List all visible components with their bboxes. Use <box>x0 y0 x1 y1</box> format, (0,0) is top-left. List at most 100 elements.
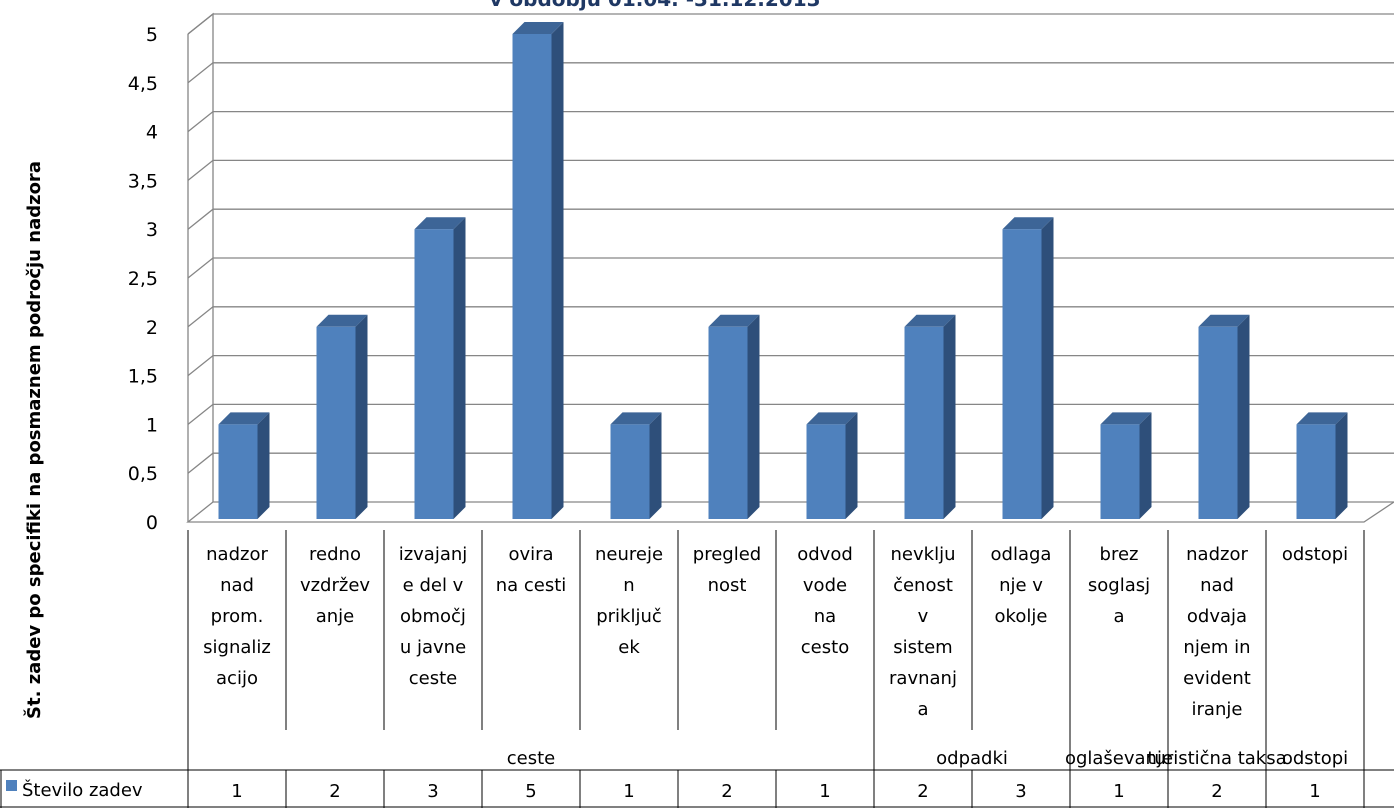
x-tick-label: na <box>814 606 836 627</box>
x-tick-label: nad <box>1200 575 1234 596</box>
x-tick-label: odvod <box>797 544 853 565</box>
group-label: odstopi <box>1282 748 1348 769</box>
y-tick-label: 4,5 <box>128 73 158 95</box>
gridline <box>187 62 1394 84</box>
y-axis-label: Št. zadev po specifiki na posmaznem podr… <box>23 161 45 719</box>
x-tick-label: ovira <box>508 544 553 565</box>
x-tick-label: neureje <box>595 544 663 565</box>
y-tick-label: 3,5 <box>128 170 158 192</box>
data-label: 1 <box>1113 781 1124 802</box>
data-label: 2 <box>329 781 340 802</box>
x-tick-label: območj <box>400 606 466 627</box>
x-tick-label: na cesti <box>496 575 567 596</box>
x-tick-label: e del v <box>403 575 464 596</box>
bar-top <box>218 412 270 425</box>
y-tick-label: 0 <box>146 512 158 534</box>
x-tick-label: pregled <box>693 544 761 565</box>
group-label: ceste <box>507 748 555 769</box>
bar-top <box>1198 314 1250 327</box>
data-label: 3 <box>427 781 438 802</box>
bar-side <box>1139 412 1152 519</box>
bar-top <box>708 314 760 327</box>
data-label: 1 <box>819 781 830 802</box>
y-tick-label: 1 <box>146 414 158 436</box>
chart-title: v obdobju 01.04. -31.12.2013 <box>489 0 820 11</box>
x-tick-label: odlaga <box>991 544 1052 565</box>
y-tick-label: 2,5 <box>128 268 158 290</box>
x-tick-label: evident <box>1183 668 1251 689</box>
bar <box>1100 424 1140 519</box>
back-wall-edge <box>187 12 214 502</box>
bar-top <box>316 314 368 327</box>
data-label: 3 <box>1015 781 1026 802</box>
x-tick-label: n <box>623 575 634 596</box>
x-tick-label: nad <box>220 575 254 596</box>
data-label: 1 <box>231 781 242 802</box>
x-tick-label: redno <box>309 544 361 565</box>
data-label: 1 <box>623 781 634 802</box>
category-table: nadzor nad prom. signaliz acijo redno vzdržev a… <box>0 530 1394 808</box>
x-tick-label: v <box>918 606 929 627</box>
x-tick-label: brez <box>1100 544 1139 565</box>
legend-entry: Število zadev <box>22 779 143 801</box>
bar <box>1296 424 1336 519</box>
gridline <box>187 159 1394 181</box>
bar <box>806 424 846 519</box>
legend-key <box>6 780 17 791</box>
bar-side <box>649 412 662 519</box>
bar-side <box>943 314 956 519</box>
x-tick-label: odstopi <box>1282 544 1348 565</box>
x-tick-label: signaliz <box>203 637 271 658</box>
x-tick-label: a <box>917 699 928 720</box>
bar-top <box>806 412 858 425</box>
bar-side <box>1237 314 1250 519</box>
bar <box>512 34 552 519</box>
bar-top <box>1296 412 1348 425</box>
x-tick-label: ravnanj <box>889 668 957 689</box>
x-tick-label: priključ <box>596 606 662 627</box>
bar <box>904 326 944 519</box>
floor <box>186 501 1394 523</box>
x-tick-label: ceste <box>409 668 457 689</box>
bar-side <box>747 314 760 519</box>
y-tick-label: 4 <box>146 122 158 144</box>
bar-top <box>1100 412 1152 425</box>
x-tick-label: čenost <box>893 575 953 596</box>
x-tick-label: a <box>1113 606 1124 627</box>
x-tick-label: ek <box>618 637 640 658</box>
bar-side <box>551 22 564 519</box>
bar-side <box>453 217 466 519</box>
data-label: 2 <box>721 781 732 802</box>
gridline <box>187 110 1394 133</box>
x-tick-label: nevklju <box>891 544 956 565</box>
bar <box>218 424 258 519</box>
bar-side <box>355 314 368 519</box>
x-tick-label: nadzor <box>1186 544 1248 565</box>
data-label: 2 <box>1211 781 1222 802</box>
x-tick-label: u javne <box>400 637 466 658</box>
gridline <box>187 13 1394 35</box>
x-tick-label: sistem <box>893 637 952 658</box>
bar-top <box>904 314 956 327</box>
x-tick-label: iranje <box>1192 699 1243 720</box>
x-tick-label: izvajanj <box>399 544 468 565</box>
x-tick-label: odvaja <box>1187 606 1247 627</box>
y-tick-label: 5 <box>146 24 158 46</box>
group-label: oglaševanje <box>1065 748 1173 769</box>
data-label: 1 <box>1309 781 1320 802</box>
x-tick-label: vzdržev <box>300 575 370 596</box>
bar <box>1002 229 1042 519</box>
bar-side <box>1041 217 1054 519</box>
bars <box>218 22 1348 519</box>
x-tick-label: soglasj <box>1088 575 1150 596</box>
bar <box>610 424 650 519</box>
x-tick-label: okolje <box>995 606 1048 627</box>
bar-side <box>845 412 858 519</box>
x-tick-label: cesto <box>801 637 849 658</box>
gridline <box>187 257 1394 279</box>
x-tick-label: acijo <box>216 668 258 689</box>
x-tick-label: anje <box>316 606 355 627</box>
x-tick-label: nost <box>708 575 747 596</box>
